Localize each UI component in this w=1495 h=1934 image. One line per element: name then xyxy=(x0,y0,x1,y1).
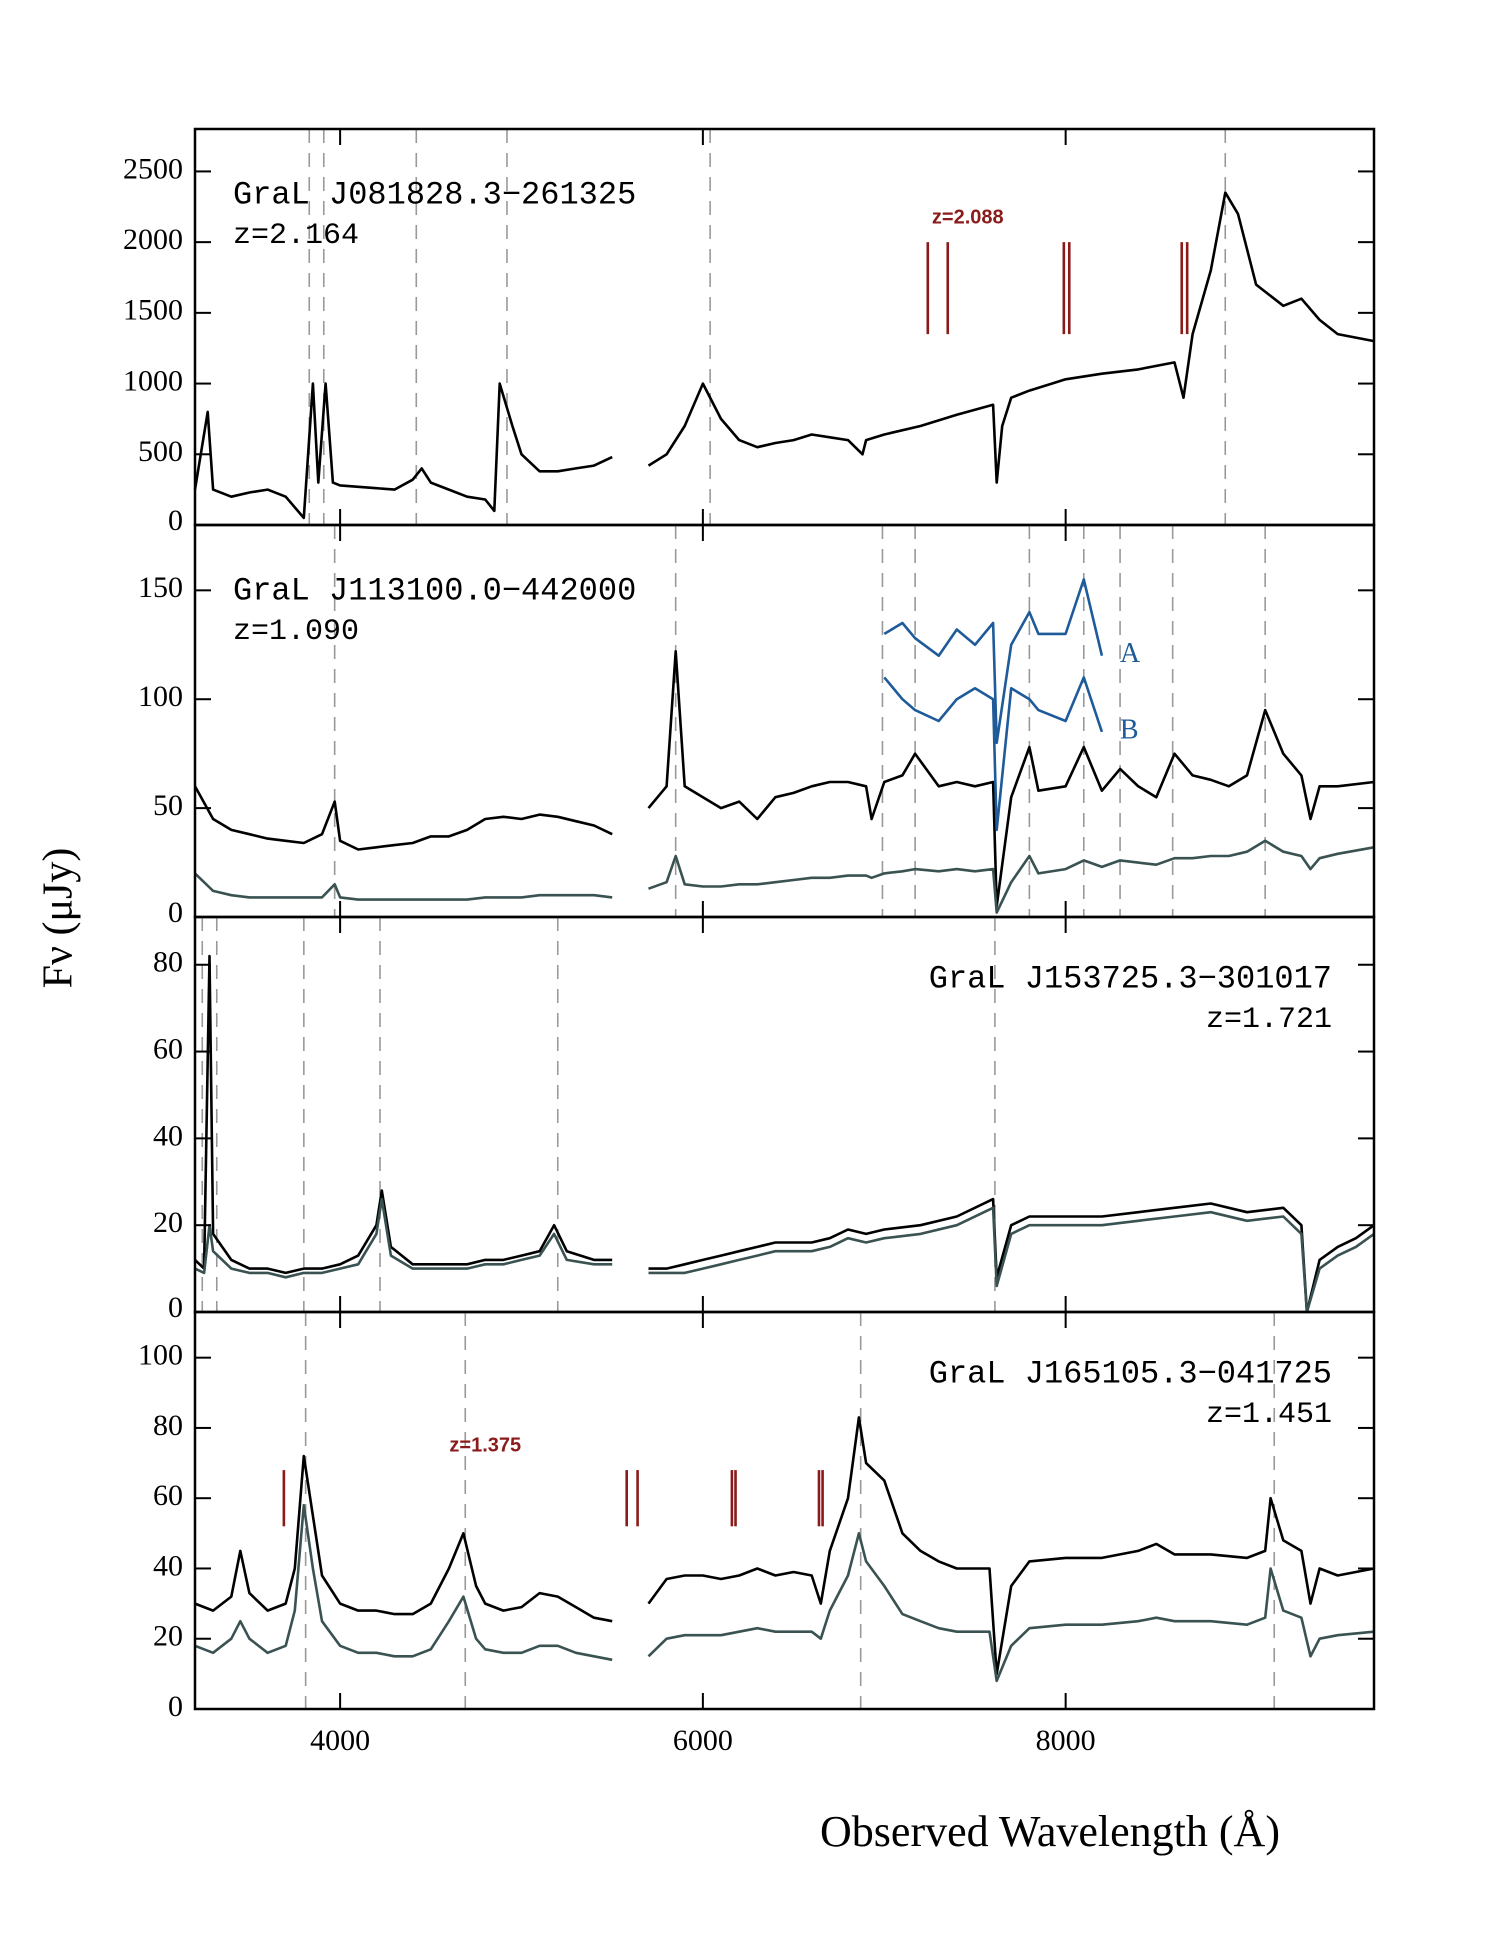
y-tick-label: 0 xyxy=(168,1690,183,1723)
y-tick-label: 0 xyxy=(168,1291,183,1324)
series-label: A xyxy=(1120,638,1141,669)
panel-title: GraL J165105.3−041725 xyxy=(929,1355,1332,1392)
y-tick-label: 500 xyxy=(138,435,183,468)
y-tick-label: 60 xyxy=(153,1032,183,1065)
y-tick-label: 60 xyxy=(153,1479,183,1512)
y-tick-label: 150 xyxy=(138,571,183,604)
y-tick-label: 20 xyxy=(153,1620,183,1653)
y-tick-label: 0 xyxy=(168,504,183,537)
y-tick-label: 80 xyxy=(153,1409,183,1442)
spectrum-line xyxy=(193,191,1375,520)
spectrum-line xyxy=(194,1503,1375,1683)
panel-title: GraL J153725.3−301017 xyxy=(929,960,1332,997)
absorber-label: z=1.375 xyxy=(449,1434,521,1456)
x-tick-label: 6000 xyxy=(673,1724,733,1757)
y-tick-label: 40 xyxy=(153,1119,183,1152)
y-tick-label: 50 xyxy=(153,789,183,822)
y-tick-label: 2500 xyxy=(123,152,183,185)
panel-subtitle: z=1.090 xyxy=(233,615,359,649)
y-tick-label: 100 xyxy=(138,680,183,713)
x-tick-label: 8000 xyxy=(1036,1724,1096,1757)
spectrum-line xyxy=(194,839,1375,914)
y-tick-label: 80 xyxy=(153,946,183,979)
spectrum-line xyxy=(883,676,1104,832)
y-tick-label: 2000 xyxy=(123,223,183,256)
series-label: B xyxy=(1120,714,1139,745)
panel-subtitle: z=1.451 xyxy=(1206,1398,1332,1432)
x-tick-label: 4000 xyxy=(310,1724,370,1757)
spectrum-line xyxy=(194,1197,1375,1314)
y-axis-label: Fν (μJy) xyxy=(36,848,82,989)
spectrum-line xyxy=(194,1416,1375,1676)
spectrum-line xyxy=(193,650,1375,908)
y-tick-label: 1500 xyxy=(123,294,183,327)
panel-subtitle: z=2.164 xyxy=(233,219,359,253)
y-tick-label: 100 xyxy=(138,1339,183,1372)
absorber-label: z=2.088 xyxy=(932,206,1004,228)
y-tick-label: 1000 xyxy=(123,364,183,397)
panel-title: GraL J113100.0−442000 xyxy=(233,572,636,609)
y-tick-label: 40 xyxy=(153,1549,183,1582)
y-tick-label: 0 xyxy=(168,896,183,929)
y-tick-label: 20 xyxy=(153,1206,183,1239)
spectrum-line xyxy=(194,954,1375,1314)
panel-frame xyxy=(193,1310,1376,1711)
x-axis-label: Observed Wavelength (Å) xyxy=(820,1807,1280,1856)
panel-subtitle: z=1.721 xyxy=(1206,1003,1332,1037)
spectrum-line xyxy=(883,578,1104,745)
panel-title: GraL J081828.3−261325 xyxy=(233,176,636,213)
